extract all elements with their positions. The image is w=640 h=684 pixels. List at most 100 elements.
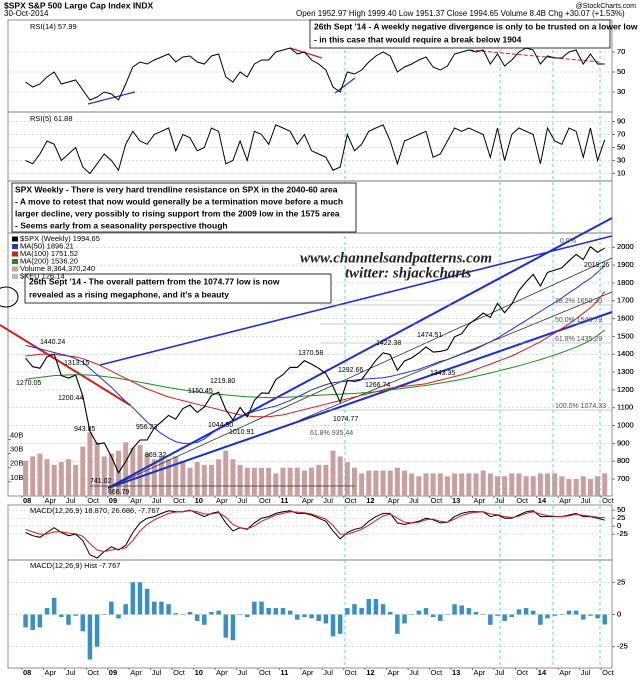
bar	[438, 614, 443, 621]
bar	[101, 614, 107, 615]
bar	[37, 614, 43, 628]
y-tick-label: 50	[617, 142, 625, 151]
y-tick-label: 700	[617, 474, 630, 483]
note-text: - A move to retest that now would genera…	[15, 196, 343, 206]
y-tick-label: 10	[617, 168, 625, 177]
x-tick-label: 12	[366, 496, 374, 505]
x-tick-label: 13	[452, 668, 460, 677]
y-tick-label: -25	[617, 529, 628, 538]
x-tick-label: 08	[23, 668, 31, 677]
bar	[416, 476, 422, 496]
bar	[552, 614, 557, 616]
y-tick-label: 70	[617, 47, 625, 56]
x-tick-label: 10	[195, 496, 203, 505]
bar	[80, 446, 86, 496]
legend-label: MA(100) 1751.52	[20, 249, 78, 258]
y-tick-label: 25	[617, 513, 625, 522]
bar	[302, 614, 307, 618]
watermark: twitter: shjackcharts	[345, 265, 471, 281]
x-tick-label: 11	[280, 496, 288, 505]
bar	[194, 462, 200, 496]
y-tick-label: 30B	[10, 445, 23, 454]
y-tick-label: 50	[617, 505, 625, 514]
bar	[459, 473, 465, 496]
y-tick-label: 1900	[617, 260, 634, 269]
bar	[123, 442, 129, 496]
bar	[273, 473, 279, 496]
bar	[87, 432, 93, 496]
x-tick-label: 09	[109, 496, 117, 505]
bar	[502, 614, 507, 621]
bar	[301, 470, 307, 496]
bar	[73, 614, 78, 616]
bar	[452, 473, 458, 496]
bar	[101, 456, 107, 496]
price-label: 1370.58	[298, 350, 323, 357]
legend-swatch	[12, 266, 18, 272]
fib-label: 61.8% 935.44	[310, 430, 353, 437]
bar	[58, 462, 64, 496]
x-tick-label: Oct	[602, 496, 615, 505]
x-tick-label: Oct	[516, 496, 529, 505]
y-tick-label: -25	[617, 529, 628, 538]
legend-label: MA(50) 1896.21	[20, 241, 74, 250]
bar	[244, 467, 250, 496]
quote-line: Open 1952.97 High 1999.40 Low 1951.37 Cl…	[296, 9, 625, 18]
bar	[51, 597, 57, 615]
fib-label: 100.0% 1074.33	[555, 403, 606, 410]
bar	[287, 610, 293, 615]
bar	[380, 470, 386, 496]
bar	[466, 473, 472, 496]
note-box	[309, 19, 611, 49]
indicator-label: MACD(12,26,9) Hist -7.767	[30, 561, 120, 570]
price-label: 1422.38	[376, 340, 401, 347]
y-tick-label: 1700	[617, 296, 634, 305]
bar	[294, 467, 300, 496]
legend-swatch	[12, 274, 18, 279]
price-label: 1150.45	[188, 388, 213, 395]
bar	[194, 614, 200, 621]
price-label: 956.23	[136, 424, 158, 431]
bar	[588, 614, 593, 616]
y-tick-label: 1300	[617, 367, 634, 376]
series-line	[25, 245, 605, 474]
x-tick-label: Oct	[87, 668, 100, 677]
bar	[516, 473, 522, 496]
bar	[537, 473, 543, 496]
legend-swatch	[12, 236, 18, 242]
price-label: 1292.66	[338, 367, 363, 374]
bar	[116, 614, 121, 619]
x-tick-label: Jul	[238, 496, 248, 505]
bar	[73, 464, 79, 496]
x-tick-label: Oct	[431, 668, 444, 677]
bar	[509, 473, 515, 496]
x-tick-label: Apr	[130, 668, 142, 677]
bar	[251, 467, 257, 496]
series-line	[25, 124, 606, 175]
note-text: - Seems early from a seasonality perspec…	[15, 220, 228, 230]
x-tick-label: 10	[195, 668, 203, 677]
bar	[581, 614, 586, 620]
bar	[337, 456, 343, 496]
x-tick-label: Apr	[302, 668, 314, 677]
x-tick-label: 08	[23, 496, 31, 505]
bar	[595, 476, 601, 496]
y-tick-label: 1000	[617, 421, 634, 430]
bar	[437, 473, 443, 496]
chart-title: $SPX S&P 500 Large Cap Index INDX	[4, 0, 153, 10]
series-line	[25, 509, 605, 559]
x-tick-label: Jul	[323, 496, 333, 505]
trendline	[0, 324, 131, 406]
x-tick-label: Oct	[431, 496, 444, 505]
indicator-label: RSI(5) 61.88	[30, 114, 73, 123]
y-tick-label: 70	[617, 129, 625, 138]
x-tick-label: Jul	[323, 668, 333, 677]
y-tick-label: 40B	[10, 430, 23, 439]
x-tick-label: Apr	[130, 496, 142, 505]
legend-label: MA(200) 1536.20	[20, 256, 78, 265]
bar	[473, 611, 479, 615]
bar	[202, 614, 207, 625]
x-tick-label: Oct	[173, 668, 186, 677]
bar	[237, 464, 243, 496]
bar	[108, 453, 114, 496]
